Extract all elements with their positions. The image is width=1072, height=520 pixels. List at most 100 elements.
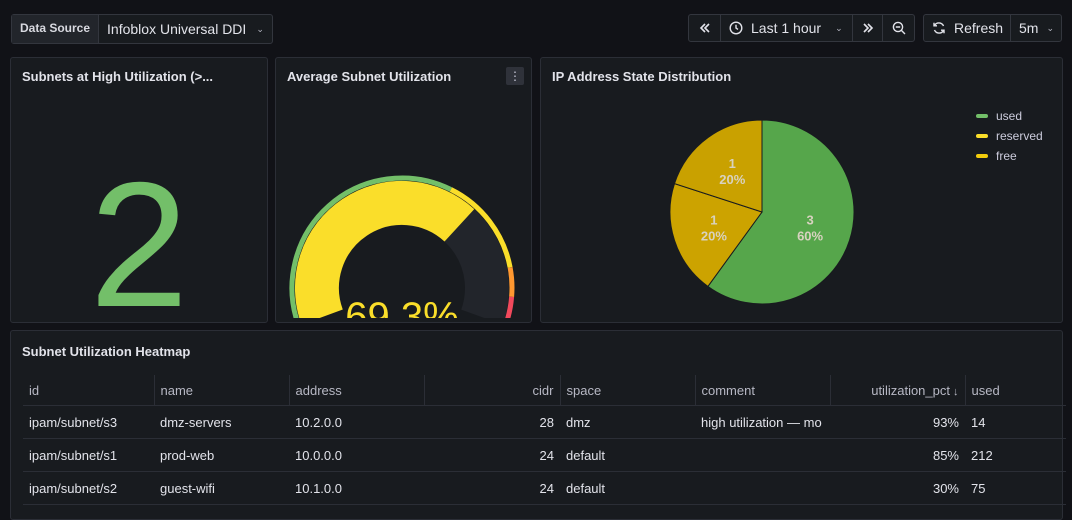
- pie-percent-label: 20%: [701, 229, 727, 244]
- panel-utilization-heatmap: Subnet Utilization Heatmap id name address…: [10, 330, 1066, 520]
- column-header-label: address: [295, 382, 342, 398]
- gauge-threshold-red: [505, 296, 515, 318]
- panel-title: Subnet Utilization Heatmap: [22, 344, 191, 359]
- legend-item-reserved[interactable]: reserved: [976, 126, 1043, 146]
- table-cell-cidr: 28: [424, 405, 560, 439]
- column-header-name[interactable]: name: [153, 375, 289, 406]
- table-cell-utilization_pct: 85%: [830, 438, 965, 472]
- pie-percent-label: 20%: [719, 172, 745, 187]
- table-cell-space: dmz: [560, 405, 695, 439]
- column-header-label: space: [566, 382, 602, 398]
- chevron-down-icon: ⌄: [1046, 22, 1054, 33]
- gauge-value: 69.3%: [345, 295, 458, 318]
- table-cell-used: 212: [965, 438, 1066, 472]
- column-header-label: id: [29, 382, 40, 398]
- gauge-threshold-orange: [507, 266, 515, 298]
- pie-value-label: 1: [710, 213, 717, 228]
- legend-item-free[interactable]: free: [976, 146, 1043, 166]
- table-cell-utilization_pct: 30%: [830, 471, 965, 505]
- table-cell-id: ipam/subnet/s2: [23, 471, 154, 505]
- subnet-table: id name address cidr space comment utilization…: [23, 375, 1066, 505]
- table-row[interactable]: ipam/subnet/s3 dmz-servers 10.2.0.0 28 dmz hi…: [23, 405, 1066, 439]
- column-header-label: used: [971, 382, 1000, 398]
- refresh-interval-value: 5m: [1019, 20, 1039, 36]
- table-row[interactable]: ipam/subnet/s1 prod-web 10.0.0.0 24 default 8…: [23, 438, 1066, 472]
- table-cell-cidr: 24: [424, 438, 560, 472]
- pie-slice-reserved[interactable]: [669, 182, 763, 288]
- refresh-interval-picker[interactable]: 5m ⌄: [1010, 14, 1062, 42]
- table-cell-comment: [695, 438, 830, 472]
- legend-item-used[interactable]: used: [976, 106, 1043, 126]
- table-cell-address: 10.2.0.0: [289, 405, 424, 439]
- pie-slice-used[interactable]: [707, 119, 855, 305]
- time-range-label: Last 1 hour: [751, 20, 822, 36]
- panel-title: Average Subnet Utilization: [287, 69, 452, 84]
- legend-swatch: [976, 134, 988, 138]
- pie-legend: used reserved free: [976, 106, 1043, 166]
- clock-icon: [729, 21, 743, 35]
- column-header-used[interactable]: used: [964, 375, 1066, 406]
- gauge-threshold-green: [289, 175, 453, 318]
- table-cell-address: 10.0.0.0: [289, 438, 424, 472]
- gauge: 69.3%: [289, 175, 515, 318]
- column-header-cidr[interactable]: cidr: [423, 375, 560, 406]
- legend-label: free: [996, 149, 1017, 163]
- refresh-icon: [933, 22, 945, 34]
- table-row[interactable]: ipam/subnet/s2 guest-wifi 10.1.0.0 24 defaul…: [23, 471, 1066, 505]
- zoom-out-icon: [892, 21, 905, 35]
- legend-label: used: [996, 109, 1023, 123]
- datasource-label: Data Source: [12, 15, 100, 43]
- table-cell-cidr: 24: [424, 471, 560, 505]
- column-header-label: comment: [701, 382, 755, 398]
- time-back-button[interactable]: [688, 14, 721, 42]
- column-header-address[interactable]: address: [288, 375, 424, 406]
- column-header-label: name: [160, 382, 194, 398]
- panel-title: Subnets at High Utilization (>...: [22, 69, 214, 84]
- panel-high-utilization: Subnets at High Utilization (>... 2: [10, 57, 268, 334]
- table-cell-utilization_pct: 93%: [830, 405, 965, 439]
- legend-swatch: [976, 154, 988, 158]
- column-header-label: utilization_pct: [871, 382, 950, 398]
- table-cell-space: default: [560, 438, 695, 472]
- chevron-down-icon: ⌄: [835, 22, 843, 33]
- gauge-threshold-yellow: [449, 187, 513, 268]
- datasource-dropdown[interactable]: Infoblox Universal DDI ⌄: [99, 15, 272, 43]
- table-cell-name: prod-web: [154, 438, 289, 472]
- table-cell-name: guest-wifi: [154, 471, 289, 505]
- chevron-down-icon: ⌄: [256, 24, 264, 34]
- sort-desc-icon: ↓: [953, 385, 959, 398]
- column-header-space[interactable]: space: [559, 375, 695, 406]
- pie-percent-label: 60%: [797, 229, 823, 244]
- double-chevron-left-icon: [699, 23, 710, 33]
- double-chevron-right-icon: [862, 23, 873, 33]
- column-header-comment[interactable]: comment: [694, 375, 830, 406]
- column-header-id[interactable]: id: [23, 375, 154, 406]
- column-header-utilization_pct[interactable]: utilization_pct ↓: [829, 375, 965, 406]
- panel-title: IP Address State Distribution: [552, 69, 732, 84]
- column-header-label: cidr: [532, 382, 554, 398]
- pie-slice-free[interactable]: [673, 119, 763, 213]
- pie-value-label: 3: [806, 213, 813, 228]
- panel-menu-button[interactable]: ⋮: [506, 67, 524, 85]
- table-cell-used: 75: [965, 471, 1066, 505]
- gauge-fill: [294, 180, 475, 318]
- table-cell-address: 10.1.0.0: [289, 471, 424, 505]
- datasource-selector[interactable]: Data Source Infoblox Universal DDI ⌄: [11, 14, 273, 44]
- time-forward-button[interactable]: [852, 14, 883, 42]
- table-cell-space: default: [560, 471, 695, 505]
- pie-chart: 360%120%120%: [669, 119, 855, 305]
- pie-value-label: 1: [729, 156, 736, 171]
- panel-average-utilization: Average Subnet Utilization ⋮ 69.3%: [275, 57, 532, 323]
- table-cell-name: dmz-servers: [154, 405, 289, 439]
- datasource-value: Infoblox Universal DDI: [107, 21, 247, 37]
- dashboard-toolbar: Data Source Infoblox Universal DDI ⌄ Las…: [0, 0, 1072, 56]
- time-range-picker[interactable]: Last 1 hour ⌄: [720, 14, 853, 42]
- table-cell-used: 14: [965, 405, 1066, 439]
- table-cell-id: ipam/subnet/s1: [23, 438, 154, 472]
- panel-ip-state-distribution: IP Address State Distribution 3 60% 1 20% 1 2…: [540, 57, 1063, 323]
- zoom-out-button[interactable]: [882, 14, 915, 42]
- table-cell-comment: high utilization — mo: [695, 405, 830, 439]
- table-cell-id: ipam/subnet/s3: [23, 405, 154, 439]
- refresh-button[interactable]: Refresh: [923, 14, 1011, 42]
- legend-label: reserved: [996, 129, 1043, 143]
